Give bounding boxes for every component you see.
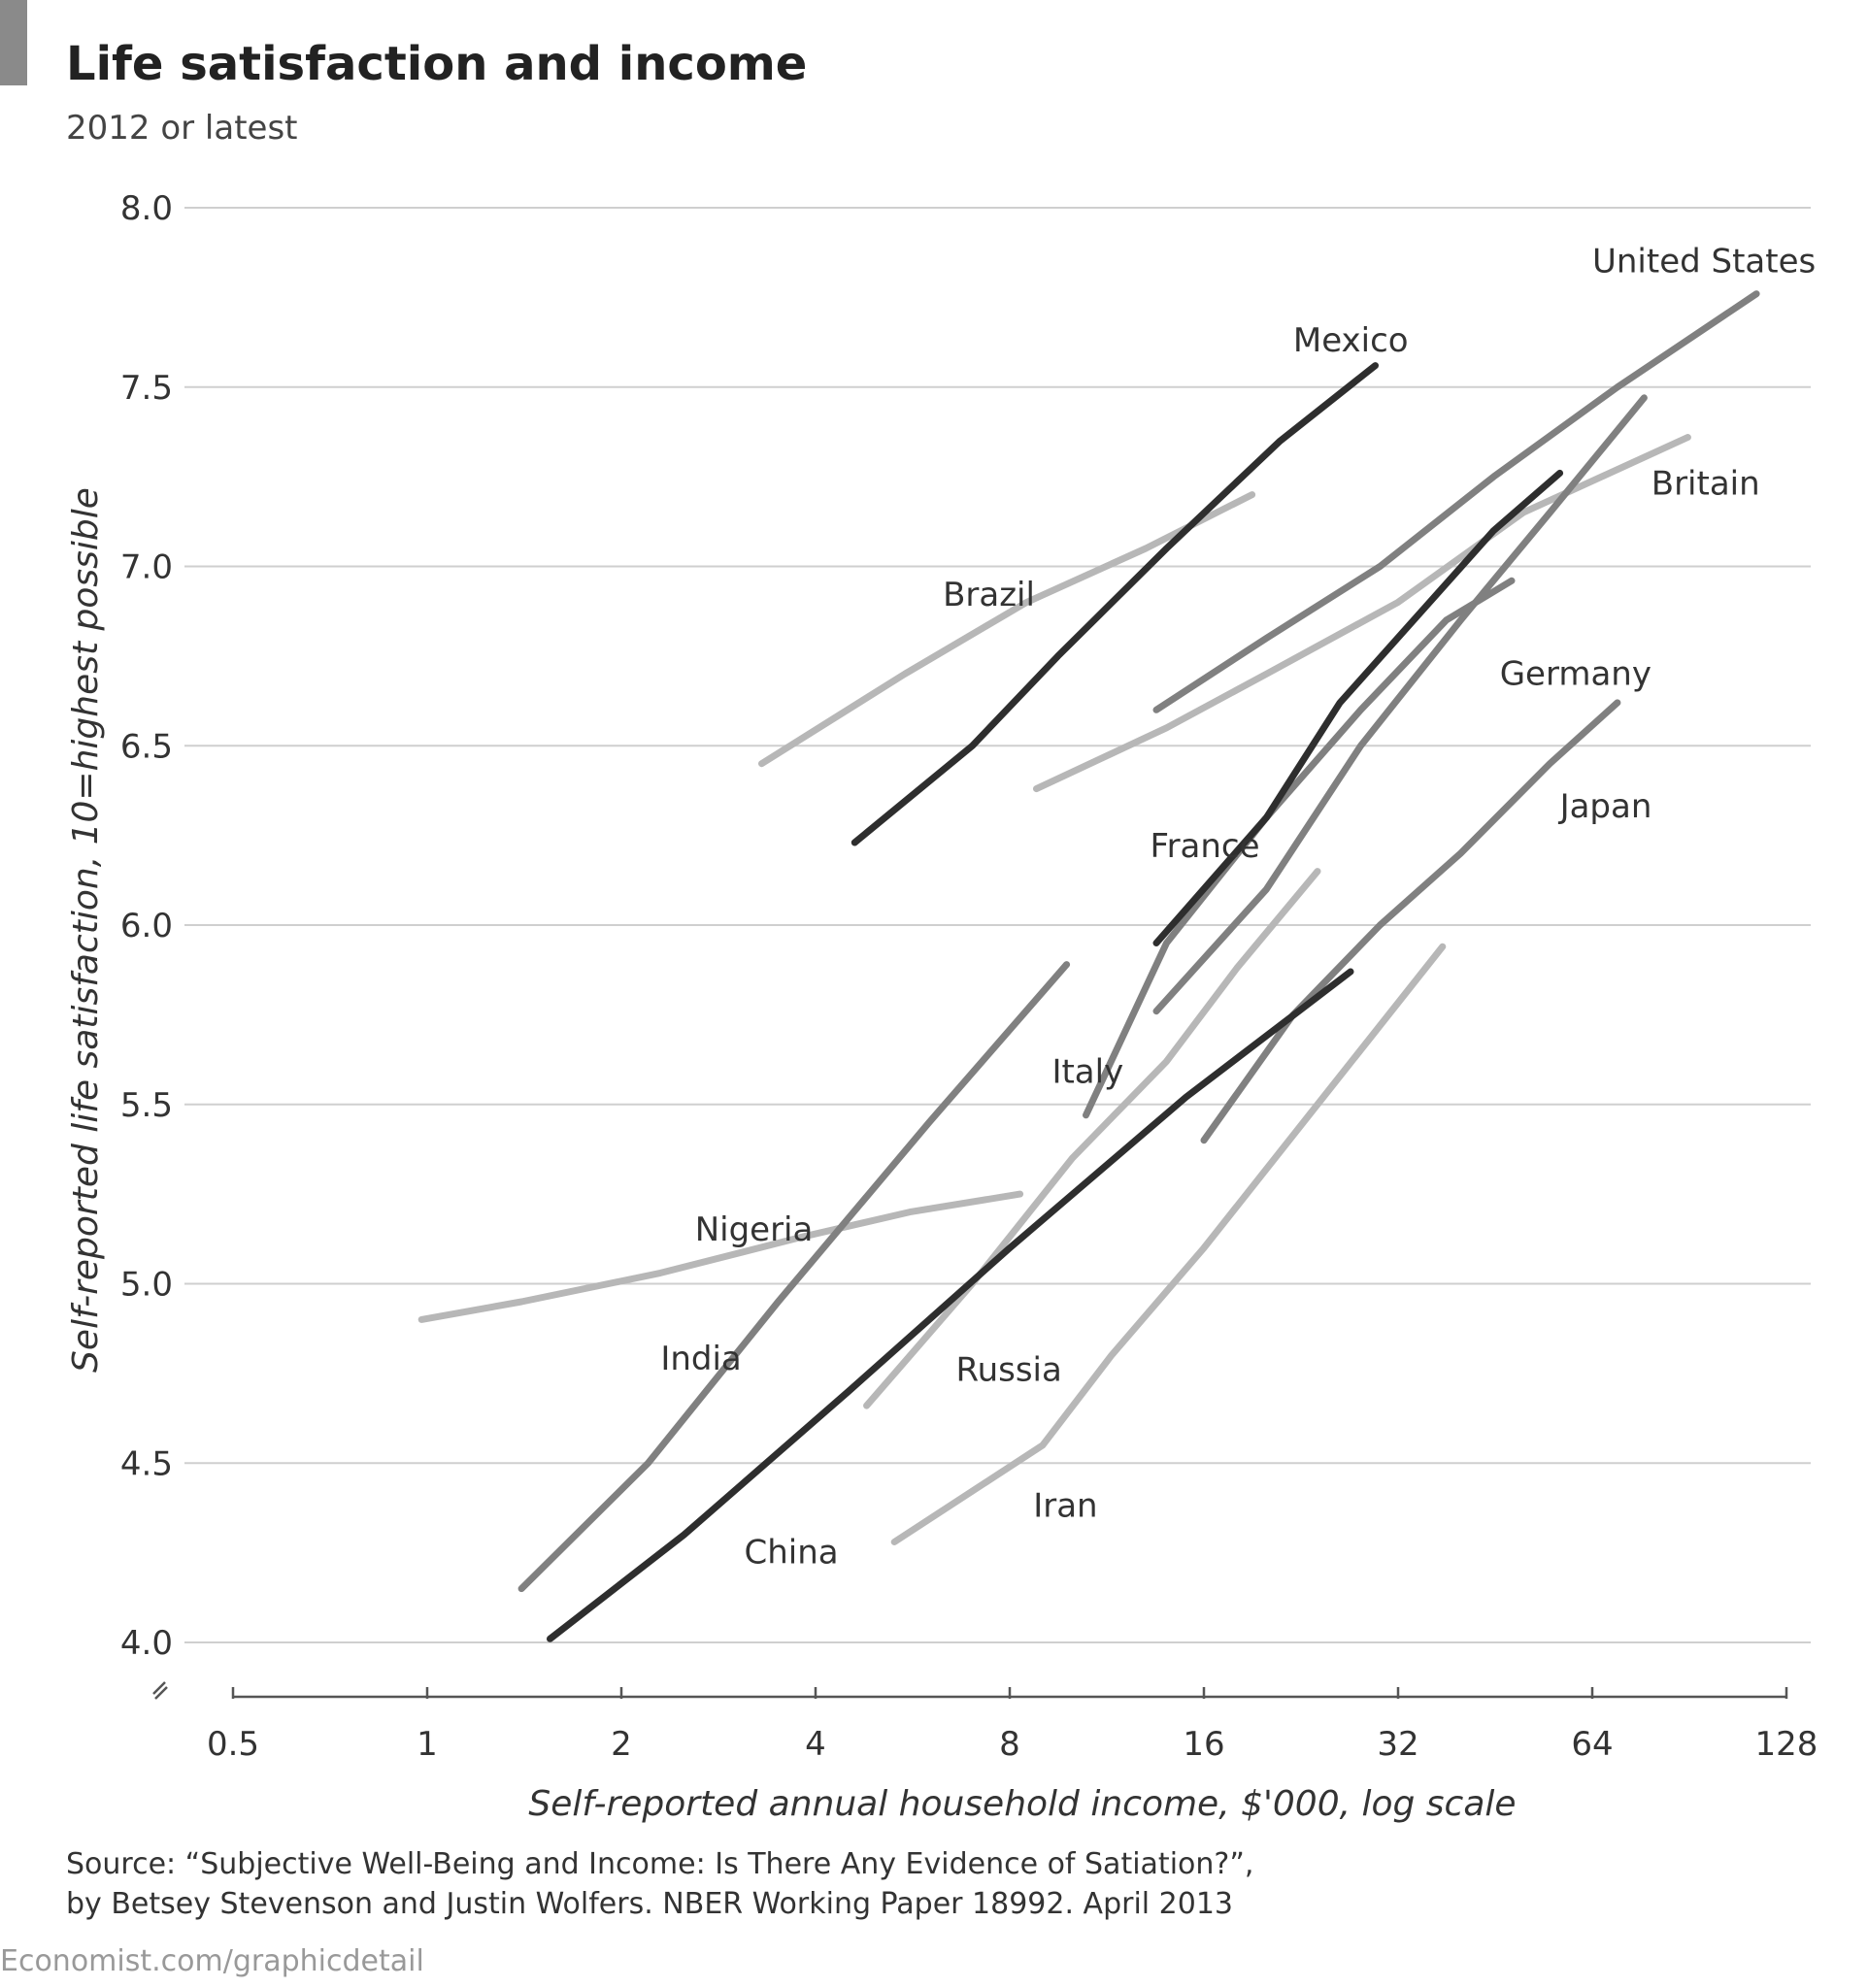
chart-subtitle: 2012 or latest [66, 109, 298, 148]
x-axis-title: Self-reported annual household income, $… [528, 1784, 1516, 1824]
x-tick-label: 2 [611, 1725, 632, 1764]
chart-svg: 4.0 4.5 5.0 5.5 6.0 6.5 7.0 7.5 8.0 0.5 1 2 4 8 16 32 6… [66, 189, 1818, 1824]
series-line-united-states [1152, 290, 1760, 713]
series-label-britain: Britain [1651, 465, 1760, 504]
x-tick-label: 64 [1571, 1725, 1613, 1764]
axis-break-icon [152, 1681, 168, 1700]
series-label-japan: Japan [1558, 787, 1652, 826]
x-tick-label: 32 [1377, 1725, 1418, 1764]
series-label-russia: Russia [955, 1350, 1061, 1389]
y-tick-labels: 4.0 4.5 5.0 5.5 6.0 6.5 7.0 7.5 8.0 [120, 189, 173, 1663]
series-label-italy: Italy [1051, 1053, 1123, 1092]
series-line-nigeria [417, 1190, 1024, 1323]
series-line-japan [1200, 699, 1621, 1144]
series-line-britain [1033, 434, 1691, 793]
x-tick-label: 128 [1755, 1725, 1818, 1764]
gridlines [184, 207, 1811, 1643]
series-line-china [547, 968, 1354, 1642]
series-line-iran [890, 943, 1447, 1545]
series-label-united-states: United States [1592, 243, 1816, 282]
source-line-1: Source: “Subjective Well-Being and Incom… [66, 1847, 1254, 1881]
x-tick-label: 8 [999, 1725, 1020, 1764]
x-tick-label: 16 [1183, 1725, 1224, 1764]
y-tick-label: 7.5 [120, 369, 173, 408]
series-line-india [517, 961, 1071, 1593]
chart-title: Life satisfaction and income [66, 37, 808, 91]
y-tick-label: 4.5 [120, 1444, 173, 1483]
source-line-2: by Betsey Stevenson and Justin Wolfers. … [66, 1887, 1234, 1921]
series-line-germany [1152, 394, 1648, 1015]
y-tick-label: 5.0 [120, 1266, 173, 1305]
series-label-mexico: Mexico [1293, 321, 1409, 360]
series-label-germany: Germany [1500, 654, 1651, 693]
y-axis-title: Self-reported life satisfaction, 10=high… [66, 487, 106, 1373]
series-line-russia [863, 868, 1321, 1409]
series-label-brazil: Brazil [943, 576, 1035, 614]
series-label-france: France [1150, 827, 1259, 866]
series-line-italy [1083, 577, 1516, 1119]
series-line-mexico [851, 362, 1379, 846]
source-note: Source: “Subjective Well-Being and Incom… [66, 1844, 1619, 1924]
series-label-iran: Iran [1033, 1487, 1097, 1526]
series-label-china: China [744, 1534, 838, 1573]
series-line-france [1152, 469, 1564, 946]
y-tick-label: 4.0 [120, 1624, 173, 1663]
series-label-nigeria: Nigeria [695, 1210, 814, 1249]
series-labels: United States Mexico Britain Brazil Germany F… [660, 243, 1816, 1573]
x-tick-label: 0.5 [207, 1725, 259, 1764]
y-tick-label: 6.0 [120, 907, 173, 945]
x-tick-label: 4 [805, 1725, 826, 1764]
y-tick-label: 8.0 [120, 189, 173, 228]
logo-tab [0, 0, 27, 85]
x-axis: 0.5 1 2 4 8 16 32 64 128 [152, 1681, 1818, 1764]
x-tick-label: 1 [417, 1725, 438, 1764]
series-label-india: India [660, 1340, 741, 1378]
y-tick-label: 7.0 [120, 548, 173, 587]
series-lines [417, 290, 1760, 1642]
footer-credit[interactable]: Economist.com/graphicdetail [0, 1944, 424, 1978]
y-tick-label: 6.5 [120, 727, 173, 766]
y-tick-label: 5.5 [120, 1086, 173, 1125]
